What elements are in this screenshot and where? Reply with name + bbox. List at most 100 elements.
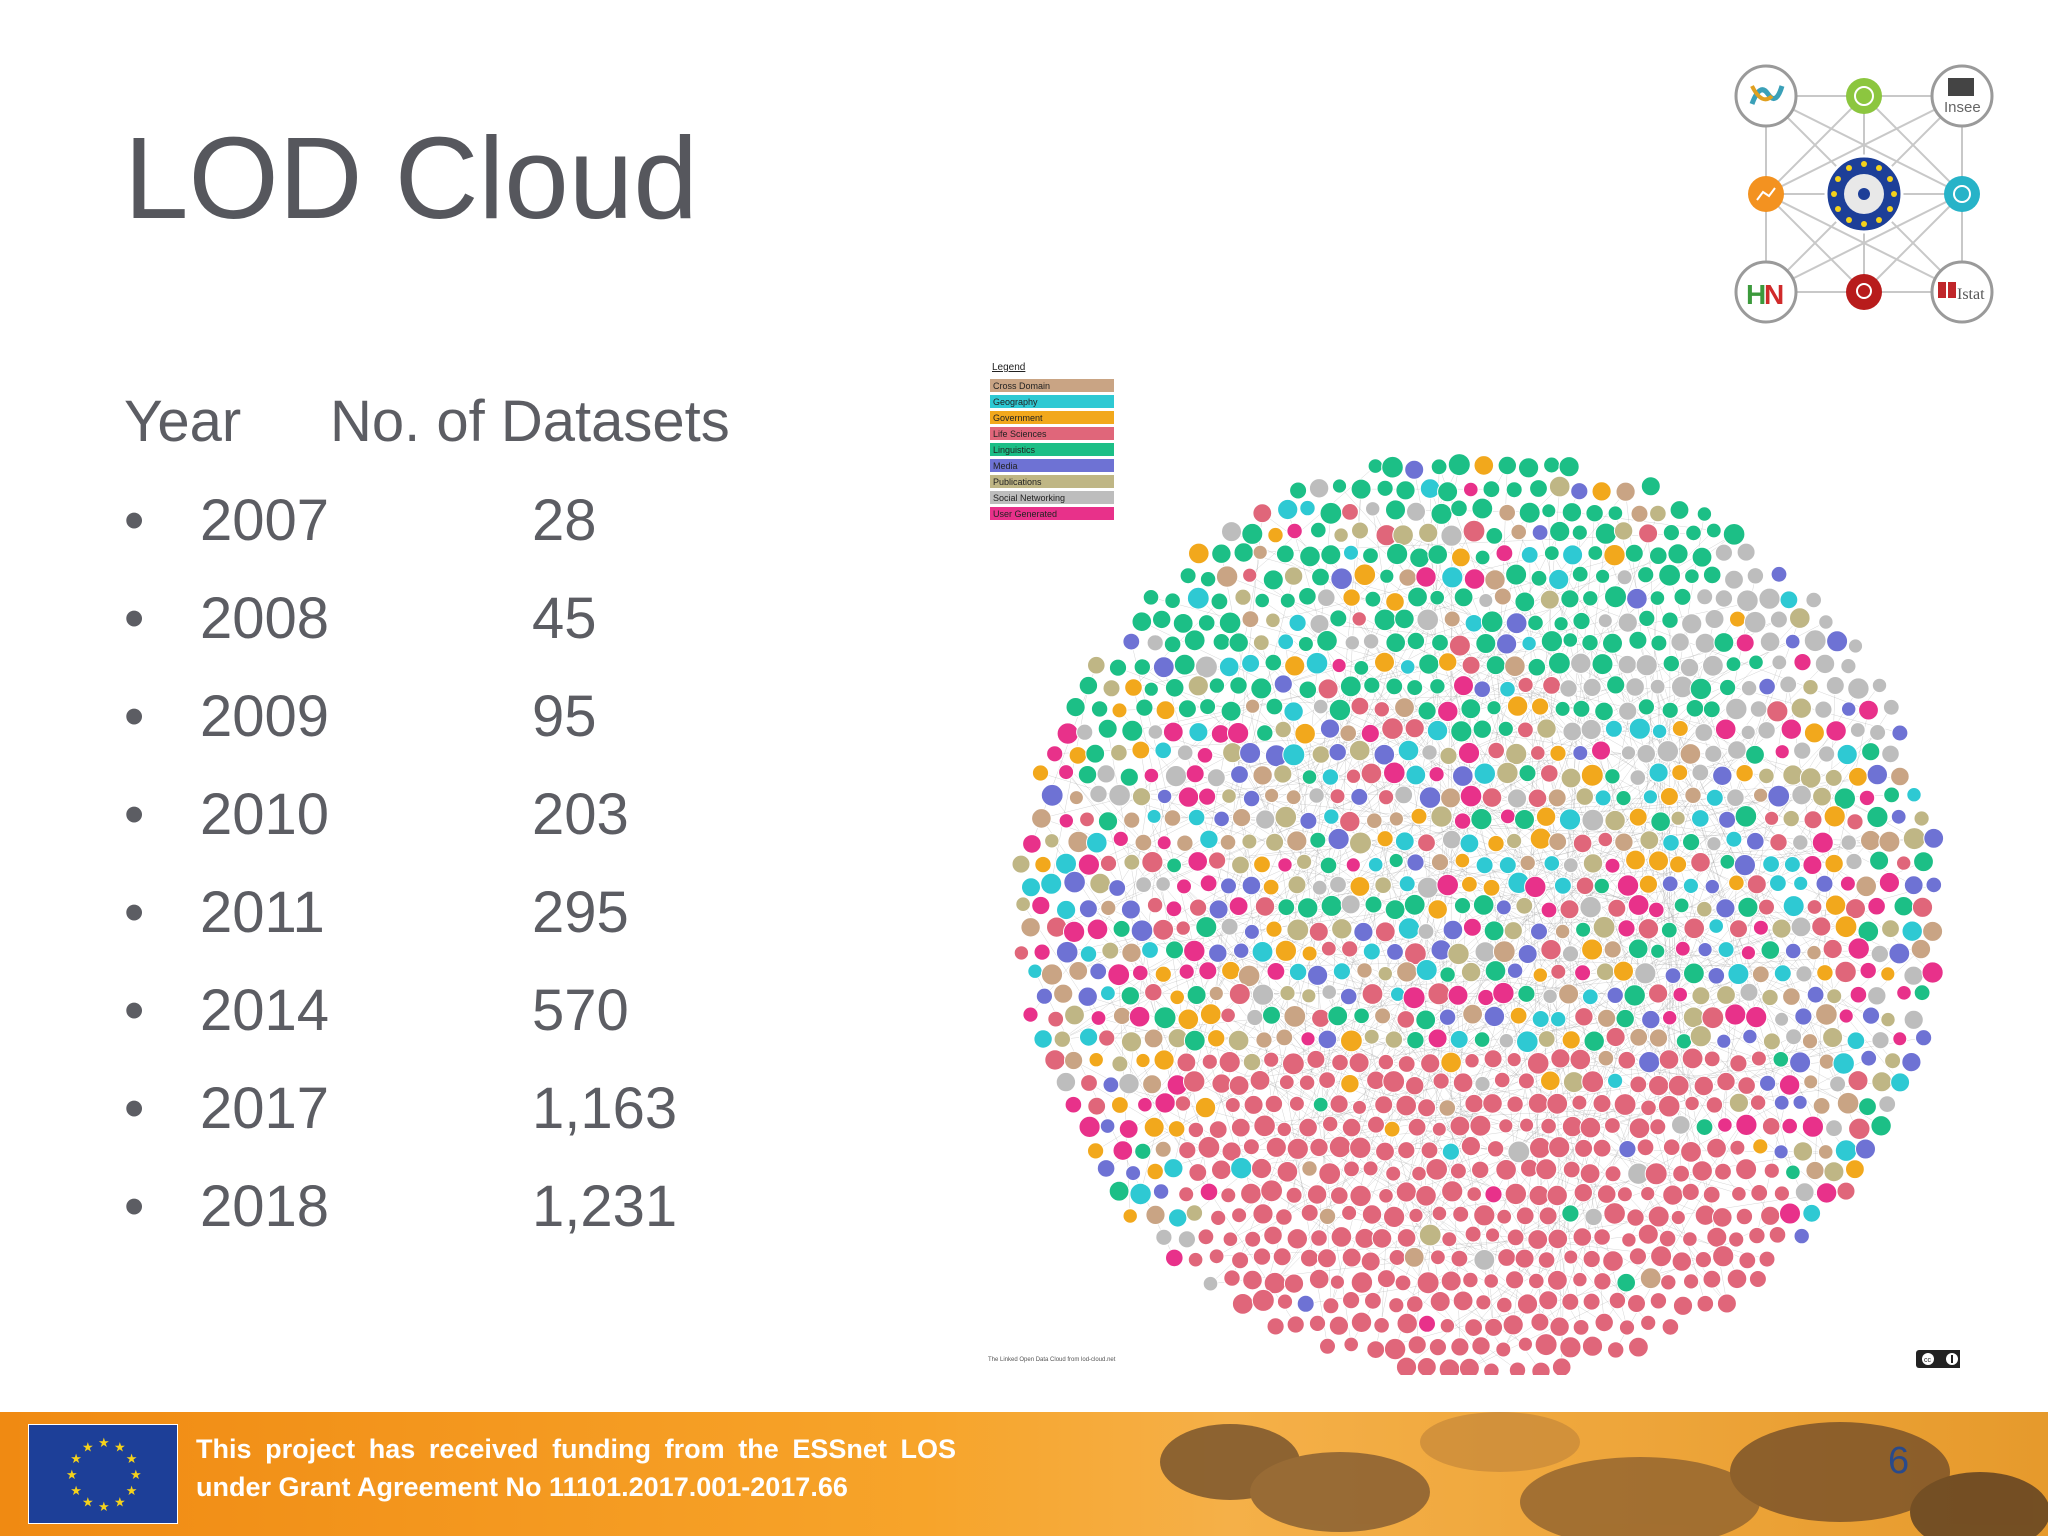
- dataset-node: [1134, 833, 1153, 852]
- dataset-node: [1574, 1138, 1594, 1158]
- dataset-node: [1604, 1117, 1621, 1134]
- dataset-node: [1826, 988, 1843, 1005]
- dataset-node: [1507, 1140, 1531, 1164]
- dataset-node: [1670, 632, 1690, 652]
- dataset-node: [1922, 920, 1944, 942]
- dataset-node: [1274, 805, 1298, 829]
- dataset-node: [1649, 590, 1666, 606]
- dataset-node: [1430, 805, 1453, 828]
- dataset-node: [1406, 853, 1425, 872]
- dataset-node: [1174, 1095, 1192, 1112]
- dataset-node: [1240, 1182, 1262, 1205]
- dataset-node: [1483, 1273, 1500, 1289]
- dataset-node: [1581, 938, 1604, 961]
- dataset-node: [1068, 961, 1089, 981]
- dataset-node: [1363, 676, 1381, 694]
- dataset-node: [1640, 1099, 1657, 1117]
- dataset-node: [1871, 1031, 1890, 1050]
- cloud-legend: Legend Cross DomainGeographyGovernmentLi…: [990, 362, 1114, 520]
- dataset-node: [1558, 983, 1580, 1005]
- dataset-node: [1782, 895, 1805, 918]
- legend-swatch: [990, 443, 1114, 456]
- dataset-node: [1388, 852, 1404, 869]
- dataset-node: [1657, 1094, 1681, 1118]
- dataset-node: [1224, 1097, 1241, 1113]
- dataset-node: [1437, 481, 1459, 503]
- dataset-node: [1878, 830, 1901, 853]
- dataset-node: [1329, 1274, 1345, 1290]
- dataset-node: [1694, 632, 1716, 654]
- dataset-node: [1579, 1116, 1602, 1139]
- dataset-node: [1341, 940, 1359, 958]
- dataset-node: [1194, 655, 1218, 679]
- dataset-node: [1220, 1187, 1237, 1204]
- dataset-node: [1718, 810, 1737, 829]
- dataset-node: [1530, 922, 1548, 941]
- dataset-node: [1870, 1115, 1892, 1137]
- dataset-node: [1505, 563, 1528, 586]
- dataset-node: [1460, 961, 1482, 983]
- dataset-node: [1782, 809, 1800, 828]
- dataset-link: [1602, 576, 1728, 1304]
- dataset-node: [1682, 1006, 1705, 1029]
- dataset-node: [1230, 1157, 1253, 1180]
- dataset-node: [1498, 1033, 1515, 1049]
- dataset-node: [1617, 1050, 1637, 1070]
- dataset-node: [1737, 1076, 1756, 1095]
- dataset-node: [1514, 809, 1535, 830]
- insee-label: Insee: [1944, 99, 1981, 116]
- dataset-node: [1880, 966, 1896, 982]
- dataset-node: [1791, 784, 1812, 806]
- dataset-node: [1499, 808, 1516, 825]
- dataset-link: [1527, 532, 1581, 774]
- dataset-node: [1152, 609, 1172, 630]
- dataset-node: [1514, 591, 1536, 613]
- dataset-node: [1251, 1157, 1273, 1180]
- dataset-node: [1339, 987, 1358, 1006]
- dataset-node: [1417, 923, 1435, 940]
- dataset-node: [1077, 986, 1098, 1007]
- dataset-node: [1473, 762, 1496, 785]
- legend-label: User Generated: [993, 509, 1057, 519]
- dataset-node: [1466, 1186, 1483, 1202]
- dataset-node: [1447, 984, 1469, 1006]
- dataset-node: [1275, 1028, 1294, 1047]
- dataset-node: [1520, 546, 1539, 564]
- dataset-node: [1913, 810, 1930, 827]
- dataset-node: [1453, 897, 1472, 915]
- dataset-node: [1624, 543, 1644, 563]
- dataset-node: [1308, 1268, 1330, 1290]
- dataset-node: [1462, 1003, 1484, 1025]
- dataset-node: [1548, 475, 1571, 498]
- dataset-node: [1658, 563, 1681, 587]
- dataset-node: [1911, 896, 1934, 918]
- dataset-node: [1438, 1099, 1457, 1117]
- dataset-node: [1474, 1075, 1491, 1093]
- dataset-node: [1310, 521, 1327, 539]
- year-value: 2018: [200, 1174, 330, 1239]
- dataset-node: [1834, 1139, 1858, 1162]
- dataset-node: [1252, 544, 1268, 560]
- dataset-node: [1097, 718, 1118, 739]
- dataset-node: [1745, 744, 1765, 765]
- dataset-node: [1282, 743, 1306, 767]
- dataset-node: [1450, 499, 1468, 518]
- dataset-node: [1849, 985, 1868, 1004]
- page-number: 6: [1888, 1440, 1910, 1482]
- dataset-node: [1473, 1249, 1496, 1271]
- dataset-node: [1480, 610, 1504, 634]
- dataset-node: [1252, 634, 1270, 652]
- dataset-node: [1662, 1010, 1678, 1026]
- dataset-node: [1680, 1141, 1702, 1163]
- dataset-node: [1517, 984, 1536, 1003]
- dataset-node: [1779, 590, 1799, 610]
- dataset-node: [1360, 762, 1383, 785]
- network-logo-icon: Insee H N Istat: [1734, 64, 1994, 324]
- dataset-node: [1805, 591, 1823, 609]
- year-value: 2014: [200, 978, 330, 1043]
- dataset-node: [1839, 875, 1856, 892]
- dataset-node: [1265, 612, 1281, 629]
- dataset-node: [1745, 1006, 1768, 1029]
- dataset-node: [1407, 1335, 1427, 1355]
- dataset-node: [1405, 1076, 1425, 1096]
